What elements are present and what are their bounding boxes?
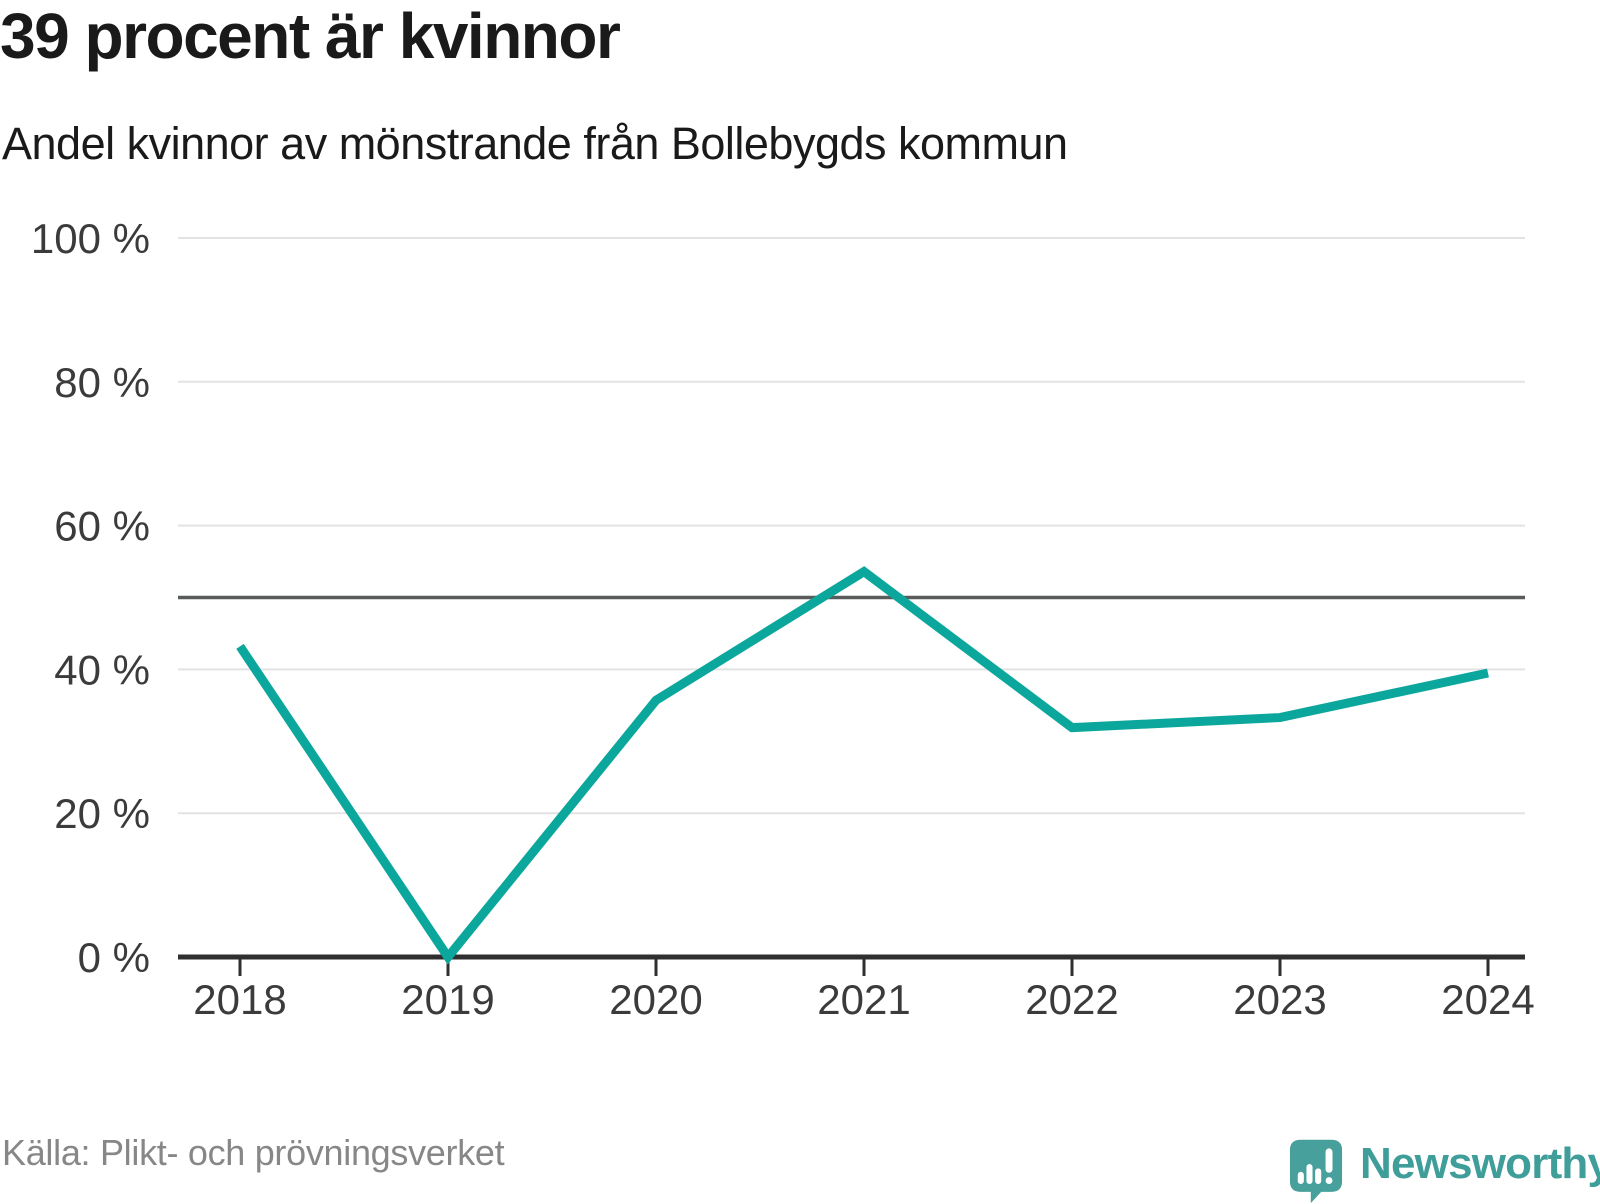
x-axis-label-2023: 2023 [1233, 976, 1326, 1023]
brand-logo: Newsworthy [1288, 1138, 1600, 1204]
x-axis-label-2024: 2024 [1441, 976, 1534, 1023]
bar-3 [1315, 1168, 1322, 1185]
x-axis-label-2020: 2020 [609, 976, 702, 1023]
y-axis-label-100: 100 % [31, 215, 150, 262]
exclamation-bar [1325, 1148, 1333, 1173]
x-axis-label-2021: 2021 [817, 976, 910, 1023]
y-axis-label-20: 20 % [54, 790, 150, 837]
page-title: 39 procent är kvinnor [0, 0, 621, 72]
x-axis-label-2019: 2019 [401, 976, 494, 1023]
x-axis-label-2022: 2022 [1025, 976, 1118, 1023]
y-axis-label-0: 0 % [78, 934, 150, 981]
y-axis-label-80: 80 % [54, 359, 150, 406]
newsworthy-logo-icon [1289, 1139, 1343, 1204]
source-note: Källa: Plikt- och prövningsverket [2, 1132, 505, 1173]
y-axis-label-60: 60 % [54, 503, 150, 550]
exclamation-dot [1325, 1177, 1333, 1185]
bar-1 [1297, 1171, 1304, 1185]
bar-2 [1306, 1164, 1313, 1185]
x-axis-label-2018: 2018 [193, 976, 286, 1023]
page-subtitle: Andel kvinnor av mönstrande från Bolleby… [2, 118, 1068, 169]
y-axis-label-40: 40 % [54, 646, 150, 693]
brand-name: Newsworthy [1360, 1139, 1600, 1188]
data-line-andel-kvinnor [236, 566, 1489, 965]
